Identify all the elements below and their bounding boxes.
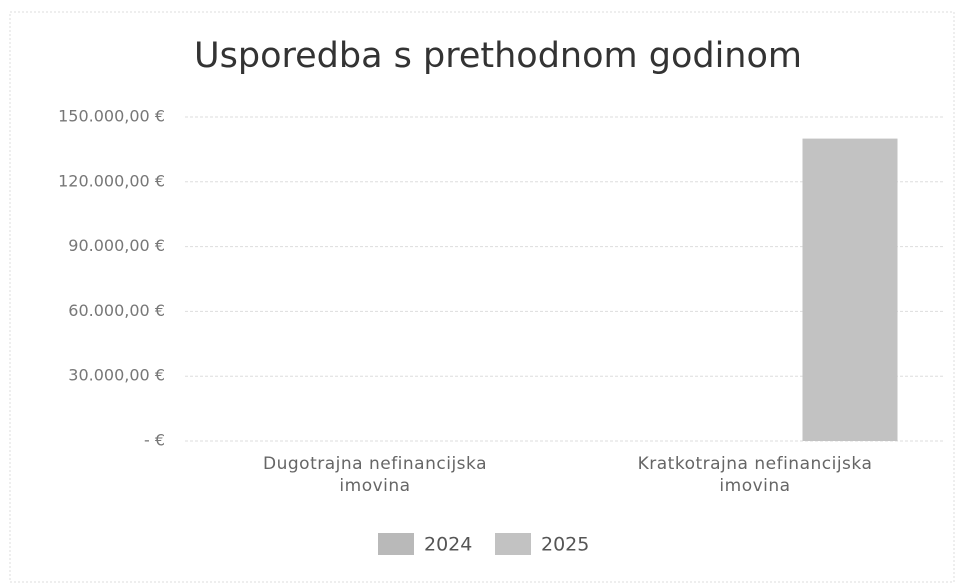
x-tick-label-box: Dugotrajna nefinancijska imovina (263, 454, 487, 496)
x-tick-label-box: Kratkotrajna nefinancijska imovina (637, 454, 873, 496)
x-tick-label: Dugotrajna nefinancijska imovina (263, 454, 487, 496)
legend-label: 2024 (424, 534, 472, 556)
legend-swatch (378, 533, 414, 555)
x-tick-label: Kratkotrajna nefinancijska imovina (637, 454, 873, 496)
chart-title: Usporedba s prethodnom godinom (194, 36, 802, 76)
legend-label: 2025 (541, 534, 589, 556)
y-tick-label: - € (144, 431, 165, 450)
bar (802, 138, 898, 441)
y-tick-label: 60.000,00 € (68, 301, 165, 320)
y-tick-label: 30.000,00 € (68, 366, 165, 385)
y-tick-label: 120.000,00 € (58, 171, 165, 190)
chart-border (9, 11, 955, 583)
legend-swatch (495, 533, 531, 555)
y-tick-label: 90.000,00 € (68, 236, 165, 255)
y-tick-label: 150.000,00 € (58, 107, 165, 126)
